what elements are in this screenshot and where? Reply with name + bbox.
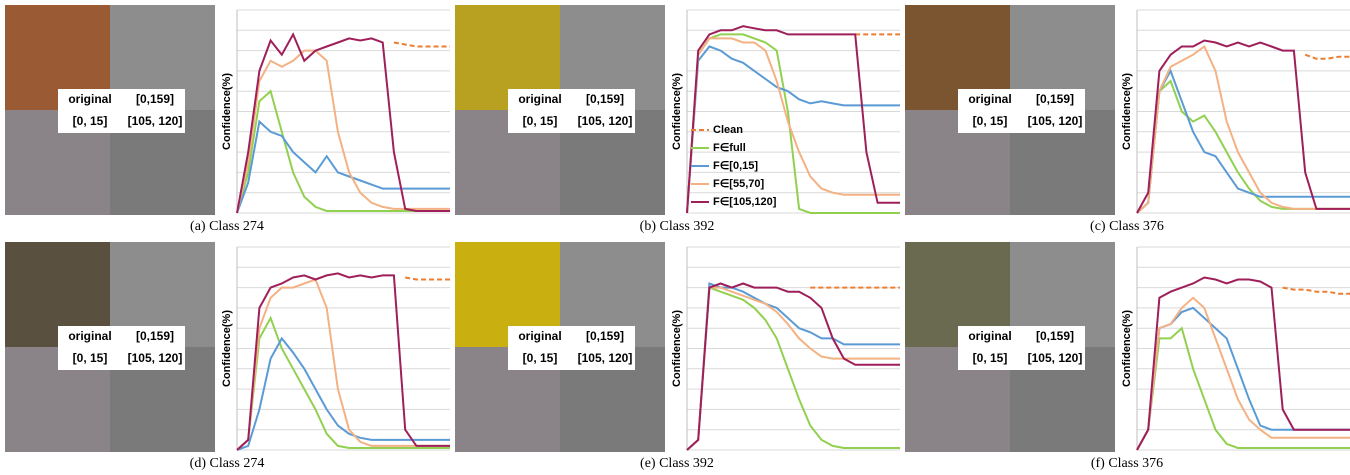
series-line xyxy=(1136,296,1350,451)
image-label: [0,159] xyxy=(586,329,624,343)
series-line xyxy=(1136,39,1350,214)
label-box xyxy=(58,89,185,133)
series-line xyxy=(236,315,450,451)
image-label: [0, 15] xyxy=(73,114,108,128)
image-label: [0,159] xyxy=(1036,329,1074,343)
image-label: [105, 120] xyxy=(1028,351,1083,365)
series-line xyxy=(1304,53,1350,60)
y-axis-label: Confidence(%) xyxy=(221,310,233,387)
image-label: original xyxy=(68,329,111,343)
series-line xyxy=(236,49,450,214)
legend-label: F∈[105,120] xyxy=(713,196,777,208)
image-label: [105, 120] xyxy=(578,114,633,128)
series-line xyxy=(236,278,450,451)
series-line xyxy=(1136,326,1350,451)
series-line xyxy=(686,282,900,451)
image-label: [0, 15] xyxy=(523,114,558,128)
image-label: [105, 120] xyxy=(128,351,183,365)
series-line xyxy=(686,25,900,214)
label-box xyxy=(508,326,635,370)
image-label: [0,159] xyxy=(136,92,174,106)
image-label: original xyxy=(518,92,561,106)
series-line xyxy=(236,336,450,451)
series-line xyxy=(1136,44,1350,214)
series-line xyxy=(236,119,450,214)
series-line xyxy=(686,37,900,214)
image-label: original xyxy=(68,92,111,106)
legend-label: F∈full xyxy=(713,142,746,154)
legend-label: F∈[55,70] xyxy=(713,178,764,190)
series-line xyxy=(1136,68,1350,214)
image-label: [0, 15] xyxy=(523,351,558,365)
legend-label: Clean xyxy=(713,124,743,136)
series-line xyxy=(405,276,450,281)
legend-label: F∈[0,15] xyxy=(713,160,758,172)
image-label: original xyxy=(518,329,561,343)
series-line xyxy=(1136,306,1350,451)
image-label: original xyxy=(968,329,1011,343)
caption: (a) Class 274 xyxy=(190,219,264,234)
series-line xyxy=(1136,276,1350,451)
caption: (d) Class 274 xyxy=(190,456,265,471)
y-axis-label: Confidence(%) xyxy=(221,73,233,150)
caption: (f) Class 376 xyxy=(1091,456,1163,471)
image-label: [0,159] xyxy=(136,329,174,343)
y-axis-label: Confidence(%) xyxy=(1121,73,1133,150)
image-label: [0,159] xyxy=(1036,92,1074,106)
y-axis-label: Confidence(%) xyxy=(671,73,683,150)
series-line xyxy=(1282,286,1350,295)
series-line xyxy=(686,282,900,451)
image-label: [0, 15] xyxy=(973,114,1008,128)
series-line xyxy=(686,45,900,214)
label-box xyxy=(58,326,185,370)
y-axis-label: Confidence(%) xyxy=(1121,310,1133,387)
series-line xyxy=(686,286,900,451)
image-label: original xyxy=(968,92,1011,106)
series-line xyxy=(236,32,450,214)
image-label: [105, 120] xyxy=(128,114,183,128)
image-label: [105, 120] xyxy=(1028,114,1083,128)
label-box xyxy=(508,89,635,133)
image-label: [0, 15] xyxy=(73,351,108,365)
image-label: [0, 15] xyxy=(973,351,1008,365)
caption: (b) Class 392 xyxy=(640,219,715,234)
caption: (c) Class 376 xyxy=(1090,219,1164,234)
series-line xyxy=(686,286,900,451)
y-axis-label: Confidence(%) xyxy=(671,310,683,387)
series-line xyxy=(686,33,900,214)
label-box xyxy=(958,326,1085,370)
image-label: [0,159] xyxy=(586,92,624,106)
image-label: [105, 120] xyxy=(578,351,633,365)
caption: (e) Class 392 xyxy=(640,456,714,471)
series-line xyxy=(236,272,450,451)
series-line xyxy=(393,41,450,48)
label-box xyxy=(958,89,1085,133)
